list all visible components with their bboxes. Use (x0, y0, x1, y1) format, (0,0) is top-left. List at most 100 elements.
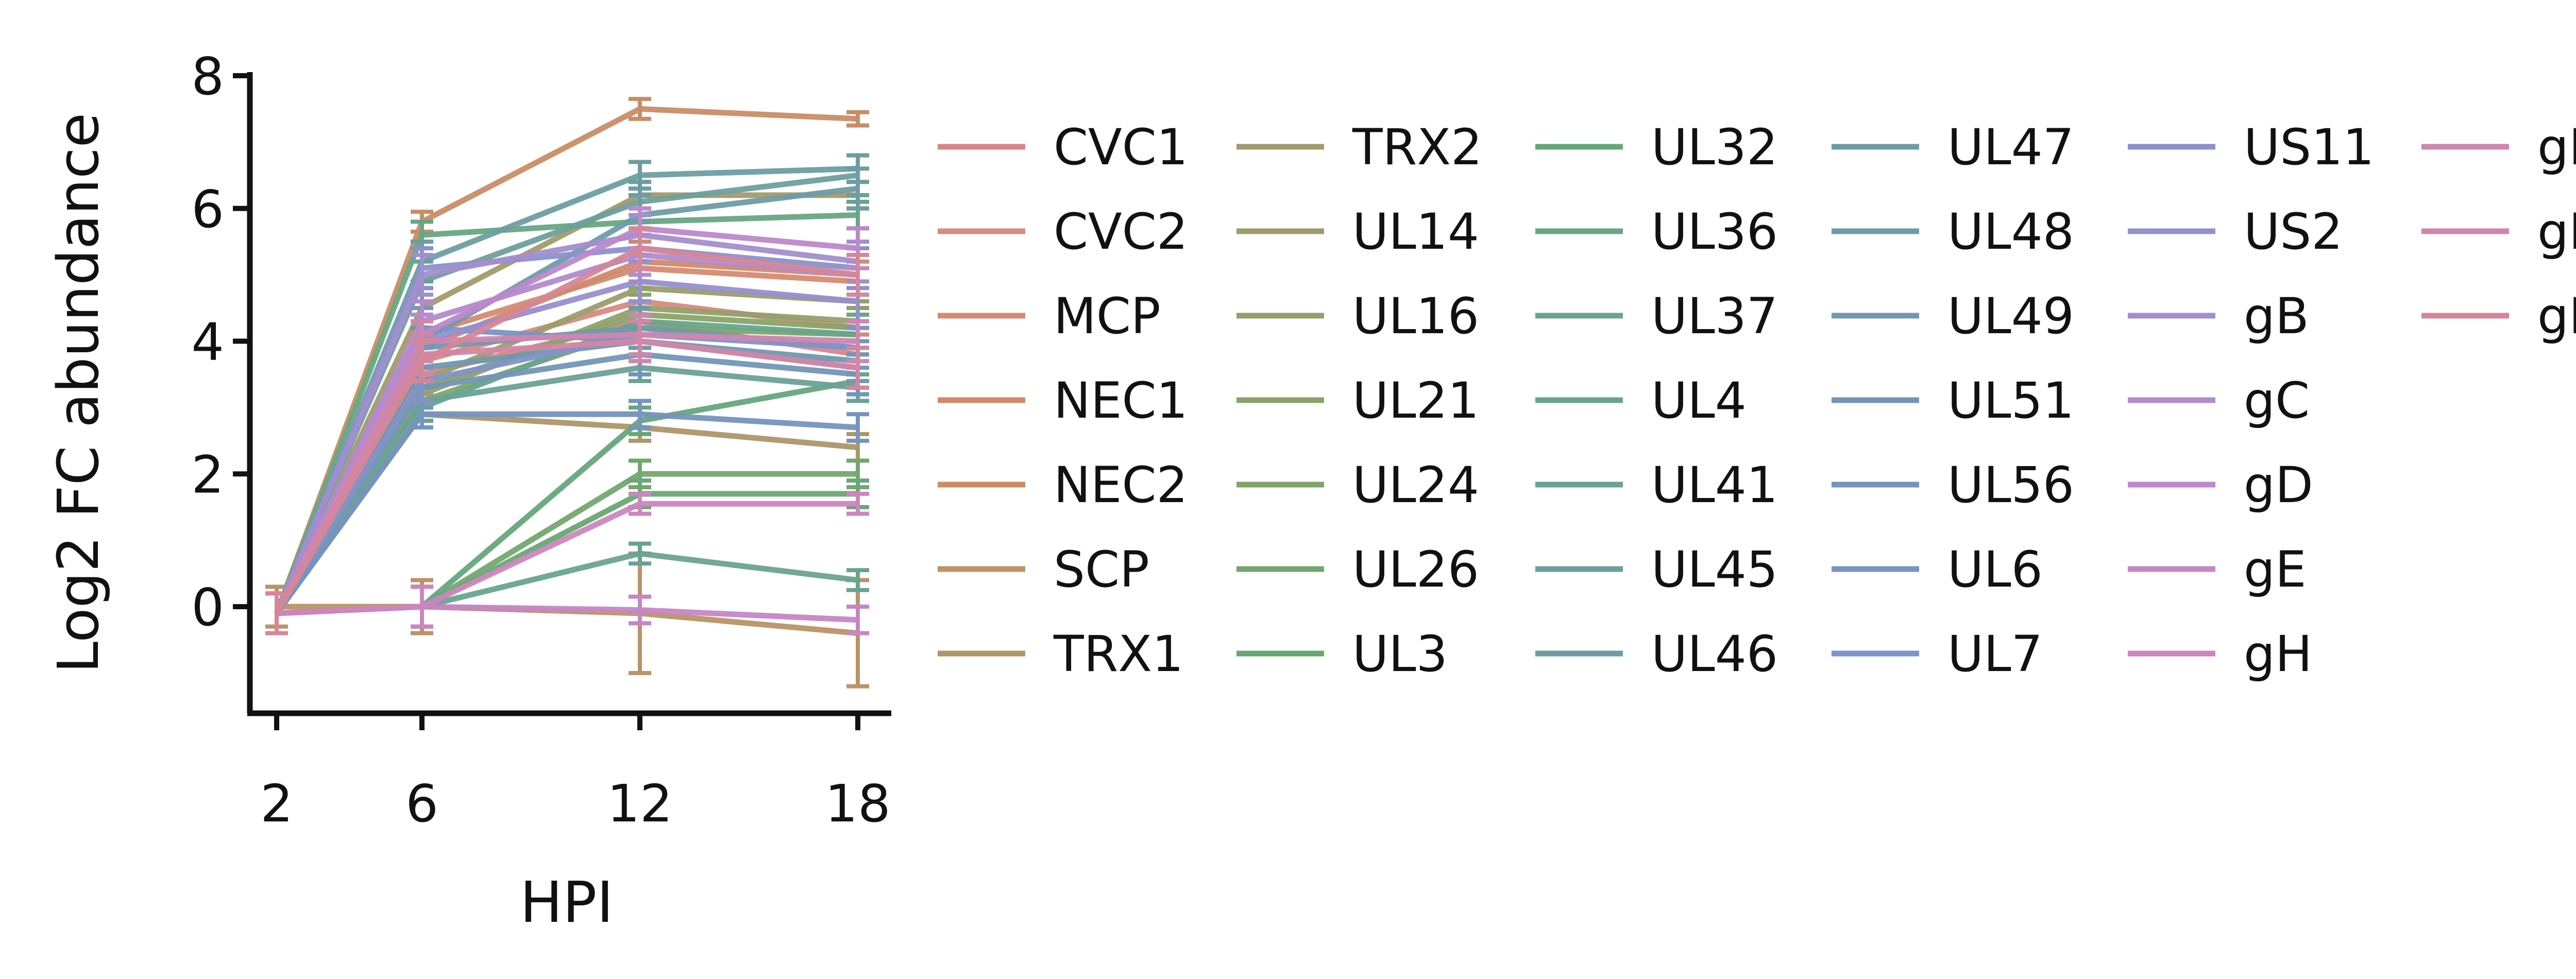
legend-item: gC (2128, 372, 2310, 430)
legend-item: gH (2128, 625, 2312, 683)
legend-item: UL56 (1832, 456, 2074, 514)
legend-label: CVC1 (1054, 118, 1188, 176)
series-line (274, 332, 858, 615)
legend-item: UL24 (1236, 456, 1479, 514)
legend-item: UL48 (1832, 203, 2074, 261)
legend-label: TRX1 (1053, 625, 1183, 683)
legend-item: CVC1 (938, 118, 1188, 176)
y-tick-label: 6 (191, 179, 224, 239)
legend-item: gM (2421, 287, 2576, 345)
series-line (276, 491, 858, 616)
legend-item: UL46 (1535, 625, 1778, 683)
ticks: 0 2 4 6 8 2 6 12 18 (191, 46, 890, 834)
legend-item: UL37 (1535, 287, 1778, 345)
legend-label: UL37 (1651, 287, 1778, 345)
series-line (274, 252, 858, 615)
x-tick-label: 18 (825, 774, 890, 834)
legend-label: gC (2244, 372, 2310, 430)
legend-label: UL24 (1352, 456, 1479, 514)
legend-item: UL16 (1236, 287, 1479, 345)
legend: CVC1 CVC2 MCP NEC1 NEC2 SCP TRX1 TRX2 UL14 UL16 UL… (938, 118, 2576, 683)
legend-label: NEC2 (1054, 456, 1188, 514)
y-tick-label: 4 (191, 312, 224, 372)
legend-item: gB (2128, 287, 2309, 345)
legend-label: gM (2537, 287, 2576, 345)
legend-item: UL7 (1832, 625, 2043, 683)
legend-label: US11 (2244, 118, 2374, 176)
legend-label: UL16 (1352, 287, 1479, 345)
legend-item: TRX1 (938, 625, 1183, 683)
legend-label: gB (2244, 287, 2309, 345)
legend-label: TRX2 (1352, 118, 1482, 176)
y-axis-title: Log2 FC abundance (45, 113, 111, 673)
legend-label: UL41 (1651, 456, 1778, 514)
legend-item: gK (2421, 203, 2576, 261)
legend-item: NEC1 (938, 372, 1188, 430)
legend-label: UL21 (1352, 372, 1479, 430)
legend-label: MCP (1054, 287, 1161, 345)
legend-item: SCP (938, 541, 1149, 598)
legend-item: CVC2 (938, 203, 1188, 261)
legend-item: UL21 (1236, 372, 1479, 430)
y-tick-label: 0 (191, 577, 224, 638)
legend-label: UL48 (1947, 203, 2074, 261)
legend-item: UL49 (1832, 287, 2074, 345)
legend-item: UL6 (1832, 541, 2043, 598)
legend-label: UL4 (1651, 372, 1747, 430)
series-line (274, 245, 858, 615)
x-tick-label: 2 (260, 774, 293, 834)
legend-label: UL3 (1352, 625, 1448, 683)
legend-item: gE (2128, 541, 2307, 598)
legend-item: UL26 (1236, 541, 1479, 598)
series-line (274, 212, 858, 614)
series-UL4 (265, 541, 869, 636)
series-line (274, 365, 858, 615)
legend-label: gI (2537, 118, 2576, 176)
legend-item: UL32 (1535, 118, 1778, 176)
legend-label: gK (2537, 203, 2576, 261)
legend-label: UL14 (1352, 203, 1479, 261)
legend-label: UL45 (1651, 541, 1778, 598)
series-line (274, 411, 858, 615)
legend-label: gD (2244, 456, 2313, 514)
legend-item: UL36 (1535, 203, 1778, 261)
legend-label: UL49 (1947, 287, 2074, 345)
legend-label: UL6 (1947, 541, 2043, 598)
legend-item: UL47 (1832, 118, 2074, 176)
legend-label: UL56 (1947, 456, 2074, 514)
x-tick-label: 6 (405, 774, 438, 834)
x-axis-title: HPI (520, 869, 614, 935)
legend-label: UL26 (1352, 541, 1479, 598)
legend-label: gH (2244, 625, 2312, 683)
legend-item: gI (2421, 118, 2576, 176)
legend-item: gD (2128, 456, 2313, 514)
legend-label: UL36 (1651, 203, 1778, 261)
legend-item: UL41 (1535, 456, 1778, 514)
legend-item: TRX2 (1236, 118, 1482, 176)
legend-label: UL7 (1947, 625, 2043, 683)
legend-label: CVC2 (1054, 203, 1188, 261)
legend-label: UL46 (1651, 625, 1778, 683)
legend-item: US2 (2128, 203, 2343, 261)
y-tick-label: 8 (191, 46, 224, 107)
plot-area (265, 97, 869, 689)
legend-item: UL14 (1236, 203, 1479, 261)
legend-label: UL47 (1947, 118, 2074, 176)
legend-item: UL51 (1832, 372, 2074, 430)
legend-item: UL3 (1236, 625, 1448, 683)
y-tick-label: 2 (191, 444, 224, 505)
series-line (276, 501, 858, 616)
x-tick-label: 12 (607, 774, 672, 834)
legend-item: MCP (938, 287, 1161, 345)
series-gM (265, 226, 869, 636)
legend-label: UL51 (1947, 372, 2074, 430)
legend-item: UL45 (1535, 541, 1778, 598)
legend-label: SCP (1054, 541, 1149, 598)
series-line (274, 232, 858, 615)
series-line (274, 332, 858, 615)
legend-item: UL4 (1535, 372, 1747, 430)
series-line (274, 192, 858, 615)
legend-label: gE (2244, 541, 2307, 598)
